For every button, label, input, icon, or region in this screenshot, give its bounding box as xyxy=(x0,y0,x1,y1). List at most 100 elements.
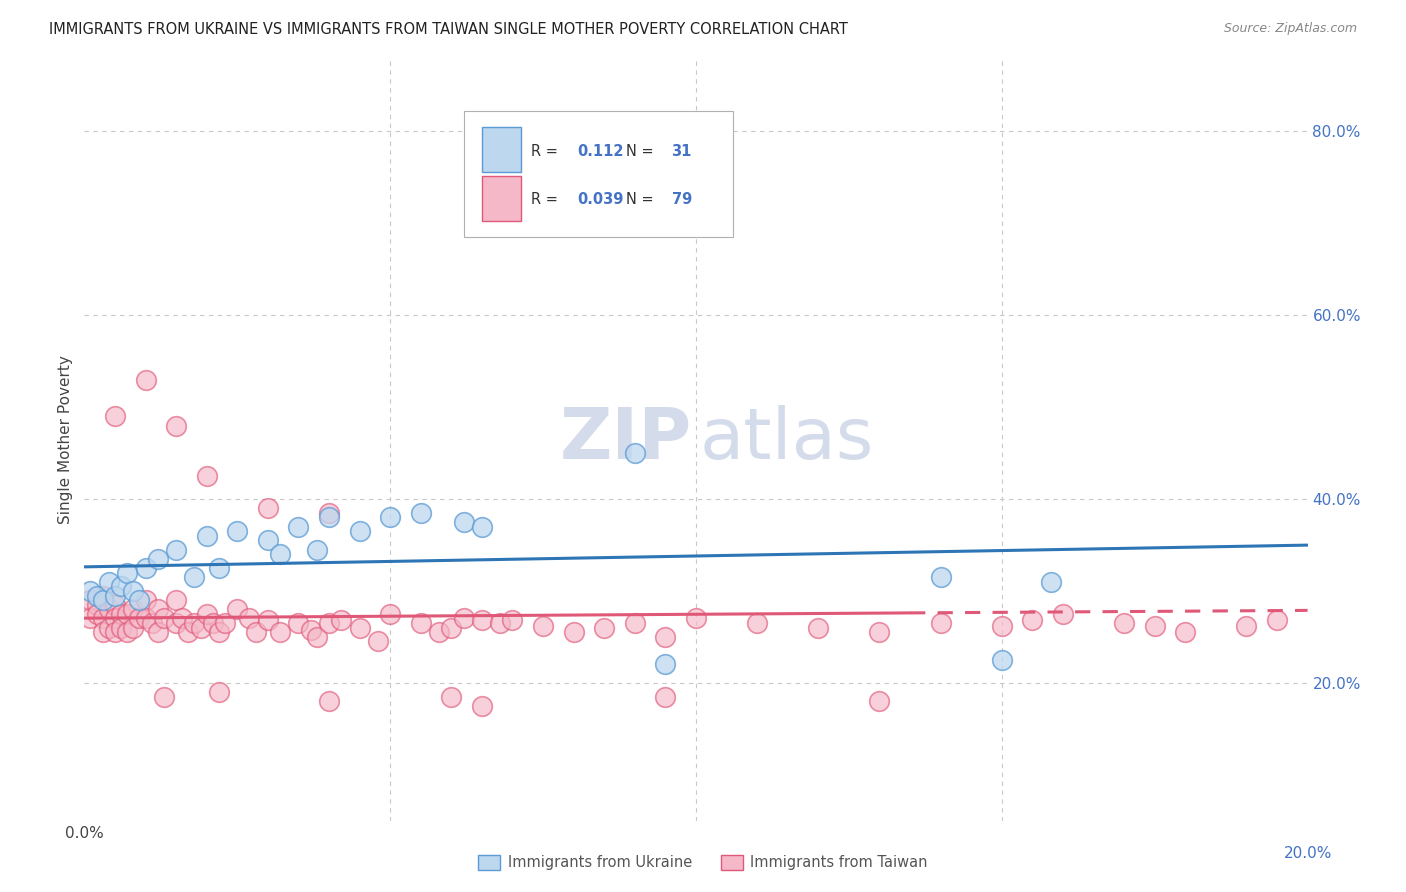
Point xyxy=(128,593,150,607)
FancyBboxPatch shape xyxy=(464,112,733,237)
Point xyxy=(110,607,132,621)
Point xyxy=(562,625,585,640)
Point xyxy=(427,625,450,640)
Point xyxy=(128,611,150,625)
Point xyxy=(135,593,157,607)
Text: 0.112: 0.112 xyxy=(578,144,624,159)
FancyBboxPatch shape xyxy=(482,128,522,172)
Point xyxy=(991,653,1014,667)
Point xyxy=(654,657,676,672)
Point xyxy=(380,607,402,621)
Point xyxy=(110,621,132,635)
Point xyxy=(135,373,157,387)
Point xyxy=(269,625,291,640)
Point xyxy=(929,616,952,631)
Point xyxy=(269,547,291,561)
Point xyxy=(531,619,554,633)
Point xyxy=(287,616,309,631)
Point xyxy=(86,598,108,612)
Point xyxy=(440,690,463,704)
Point xyxy=(91,625,114,640)
Point xyxy=(685,611,707,625)
Point xyxy=(1039,574,1062,589)
Point xyxy=(153,690,176,704)
Point xyxy=(165,542,187,557)
Point xyxy=(104,589,127,603)
Point xyxy=(201,616,224,631)
Point xyxy=(318,694,340,708)
Point xyxy=(146,625,169,640)
Text: IMMIGRANTS FROM UKRAINE VS IMMIGRANTS FROM TAIWAN SINGLE MOTHER POVERTY CORRELAT: IMMIGRANTS FROM UKRAINE VS IMMIGRANTS FR… xyxy=(49,22,848,37)
Point xyxy=(86,607,108,621)
Point xyxy=(318,616,340,631)
Point xyxy=(624,446,647,460)
Text: Source: ZipAtlas.com: Source: ZipAtlas.com xyxy=(1223,22,1357,36)
Point xyxy=(79,583,101,598)
Y-axis label: Single Mother Poverty: Single Mother Poverty xyxy=(58,355,73,524)
Point xyxy=(165,593,187,607)
Point xyxy=(471,519,494,533)
Point xyxy=(257,501,280,516)
Point xyxy=(165,616,187,631)
Point xyxy=(238,611,260,625)
Point xyxy=(245,625,267,640)
Point xyxy=(502,613,524,627)
Point xyxy=(195,469,218,483)
Point xyxy=(122,621,145,635)
Point xyxy=(190,621,212,635)
Point xyxy=(453,515,475,529)
Point xyxy=(624,616,647,631)
Point xyxy=(208,561,231,575)
Point xyxy=(104,625,127,640)
Point xyxy=(409,506,432,520)
Point xyxy=(104,409,127,424)
Point xyxy=(110,579,132,593)
Point xyxy=(440,621,463,635)
Point xyxy=(1052,607,1074,621)
Point xyxy=(208,685,231,699)
Point xyxy=(165,418,187,433)
Point xyxy=(471,698,494,713)
Point xyxy=(318,506,340,520)
Point xyxy=(593,621,616,635)
Point xyxy=(489,616,512,631)
Point xyxy=(97,602,120,616)
Point xyxy=(141,616,163,631)
Point xyxy=(172,611,194,625)
Point xyxy=(195,607,218,621)
Text: atlas: atlas xyxy=(700,405,875,474)
Point xyxy=(367,634,389,648)
Point xyxy=(330,613,353,627)
Point xyxy=(654,690,676,704)
Point xyxy=(318,510,340,524)
Text: R =: R = xyxy=(531,193,562,207)
Point xyxy=(991,619,1014,633)
Point xyxy=(380,510,402,524)
Point xyxy=(287,519,309,533)
Point xyxy=(349,621,371,635)
Point xyxy=(1174,625,1197,640)
Point xyxy=(86,589,108,603)
Point xyxy=(1236,619,1258,633)
Point xyxy=(183,616,205,631)
Point xyxy=(183,570,205,584)
Text: 0.039: 0.039 xyxy=(578,193,624,207)
Point xyxy=(929,570,952,584)
Point xyxy=(208,625,231,640)
Point xyxy=(195,529,218,543)
Text: R =: R = xyxy=(531,144,562,159)
Point xyxy=(471,613,494,627)
Point xyxy=(257,613,280,627)
Point xyxy=(135,561,157,575)
Point xyxy=(79,593,101,607)
Point xyxy=(305,630,328,644)
Text: 79: 79 xyxy=(672,193,692,207)
Text: N =: N = xyxy=(626,144,658,159)
Text: 20.0%: 20.0% xyxy=(1284,846,1331,861)
Point xyxy=(226,524,249,539)
Point xyxy=(214,616,236,631)
Point xyxy=(79,611,101,625)
Point xyxy=(409,616,432,631)
Point xyxy=(91,593,114,607)
Point xyxy=(453,611,475,625)
